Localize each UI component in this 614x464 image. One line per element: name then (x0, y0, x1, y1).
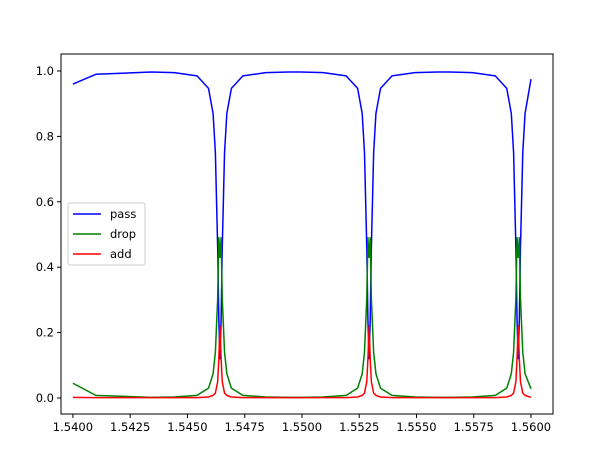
legend-box (67, 202, 146, 266)
y-tick-label: 0.0 (36, 391, 54, 405)
y-tick-label: 0.4 (36, 260, 54, 274)
y-tick-label: 0.6 (36, 195, 54, 209)
y-tick-label: 0.2 (36, 326, 54, 340)
legend-label-add: add (110, 247, 132, 261)
x-tick-label: 1.5400 (53, 420, 93, 434)
x-tick-label: 1.5425 (110, 420, 150, 434)
x-tick-label: 1.5575 (454, 420, 494, 434)
plot-frame (60, 53, 554, 415)
series-line-drop (72, 237, 532, 399)
y-tick-label: 0.8 (36, 129, 54, 143)
x-tick-label: 1.5450 (167, 420, 207, 434)
x-tick-label: 1.5600 (511, 420, 551, 434)
x-tick-label: 1.5525 (339, 420, 379, 434)
x-tick-label: 1.5500 (282, 420, 322, 434)
y-tick-label: 1.0 (36, 64, 54, 78)
series-line-add (72, 325, 532, 399)
legend-label-drop: drop (110, 227, 136, 241)
x-tick-label: 1.5550 (396, 420, 436, 434)
legend: pass drop add (67, 202, 146, 266)
x-tick-label: 1.5475 (225, 420, 265, 434)
legend-label-pass: pass (110, 207, 136, 221)
